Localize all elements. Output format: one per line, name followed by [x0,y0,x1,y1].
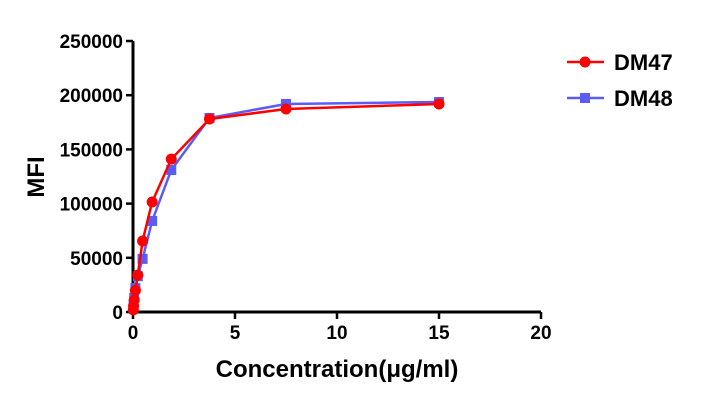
data-point [127,304,139,316]
x-tick-label: 20 [530,323,551,344]
x-tick-label: 5 [230,323,241,344]
y-tick-label: 0 [112,303,123,324]
y-tick-label: 50000 [70,249,123,270]
y-tick-label: 150000 [60,140,123,161]
y-tick-label: 100000 [60,195,123,216]
data-point [147,215,158,226]
x-tick-label: 15 [428,323,450,344]
data-point [165,153,177,165]
series-line [132,102,440,310]
data-point [166,164,177,175]
axes: 0 5 10 15 20 0 50000 100000 150000 200000 250000 [60,32,552,344]
data-point [137,253,148,264]
series-layer [127,97,445,316]
legend-label: DM48 [614,86,673,111]
x-axis-label: Concentration(μg/ml) [216,356,459,383]
series-dm47 [127,98,445,316]
legend-item-dm48: DM48 [567,86,673,111]
data-point [129,284,141,296]
data-point [132,269,144,281]
legend-label: DM47 [614,50,673,75]
series-line [132,100,440,309]
legend-marker [580,93,590,103]
legend-item-dm47: DM47 [567,50,673,75]
y-tick-label: 250000 [60,32,123,53]
x-tick-label: 0 [128,323,139,344]
legend-marker [579,56,591,68]
data-point [280,103,292,115]
legend: DM47 DM48 [567,50,673,111]
y-axis-label: MFI [23,156,50,197]
x-tick-label: 10 [326,323,347,344]
data-point [204,113,215,125]
data-point [433,98,445,110]
series-dm48 [128,97,444,314]
data-point [146,196,158,208]
y-tick-label: 200000 [60,86,123,107]
data-point [137,235,149,247]
